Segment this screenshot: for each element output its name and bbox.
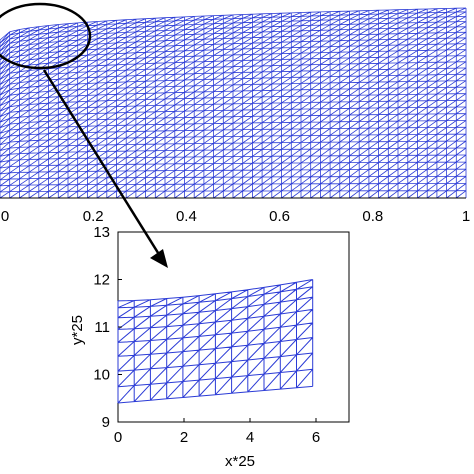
zoom-y-tick-label: 9 xyxy=(102,414,110,431)
main-x-tick-label: 0 xyxy=(1,208,9,225)
zoom-y-tick-label: 10 xyxy=(93,367,110,384)
zoom-y-tick-label: 13 xyxy=(93,224,110,241)
zoom-x-tick-label: 6 xyxy=(312,429,320,446)
main-x-tick-label: 0.4 xyxy=(176,208,197,225)
main-x-tick-label: 0.6 xyxy=(269,208,290,225)
main-x-tick-label: 0.8 xyxy=(362,208,383,225)
main-x-tick-label: 1 xyxy=(462,208,470,225)
zoom-x-tick-label: 0 xyxy=(114,429,122,446)
zoom-x-tick-label: 4 xyxy=(246,429,254,446)
zoom-x-ticks: 0 2 4 6 xyxy=(114,418,320,446)
zoom-mesh-lines xyxy=(117,279,314,404)
main-mesh xyxy=(0,7,467,199)
zoom-arrow xyxy=(42,69,162,257)
zoom-arrowhead xyxy=(150,249,168,268)
zoom-y-tick-label: 11 xyxy=(94,319,110,336)
zoom-y-tick-label: 12 xyxy=(93,272,110,289)
zoom-x-tick-label: 2 xyxy=(180,429,188,446)
zoom-mesh xyxy=(117,279,314,404)
zoom-y-ticks: 9 10 11 12 13 xyxy=(93,224,122,431)
zoom-y-label: y*25 xyxy=(69,315,86,345)
main-x-ticks: 0 0.2 0.4 0.6 0.8 1 xyxy=(1,208,470,225)
main-x-tick-label: 0.2 xyxy=(83,208,104,225)
highlight-ellipse xyxy=(0,2,92,70)
zoom-x-label: x*25 xyxy=(225,453,255,470)
main-mesh-lines xyxy=(0,7,467,199)
